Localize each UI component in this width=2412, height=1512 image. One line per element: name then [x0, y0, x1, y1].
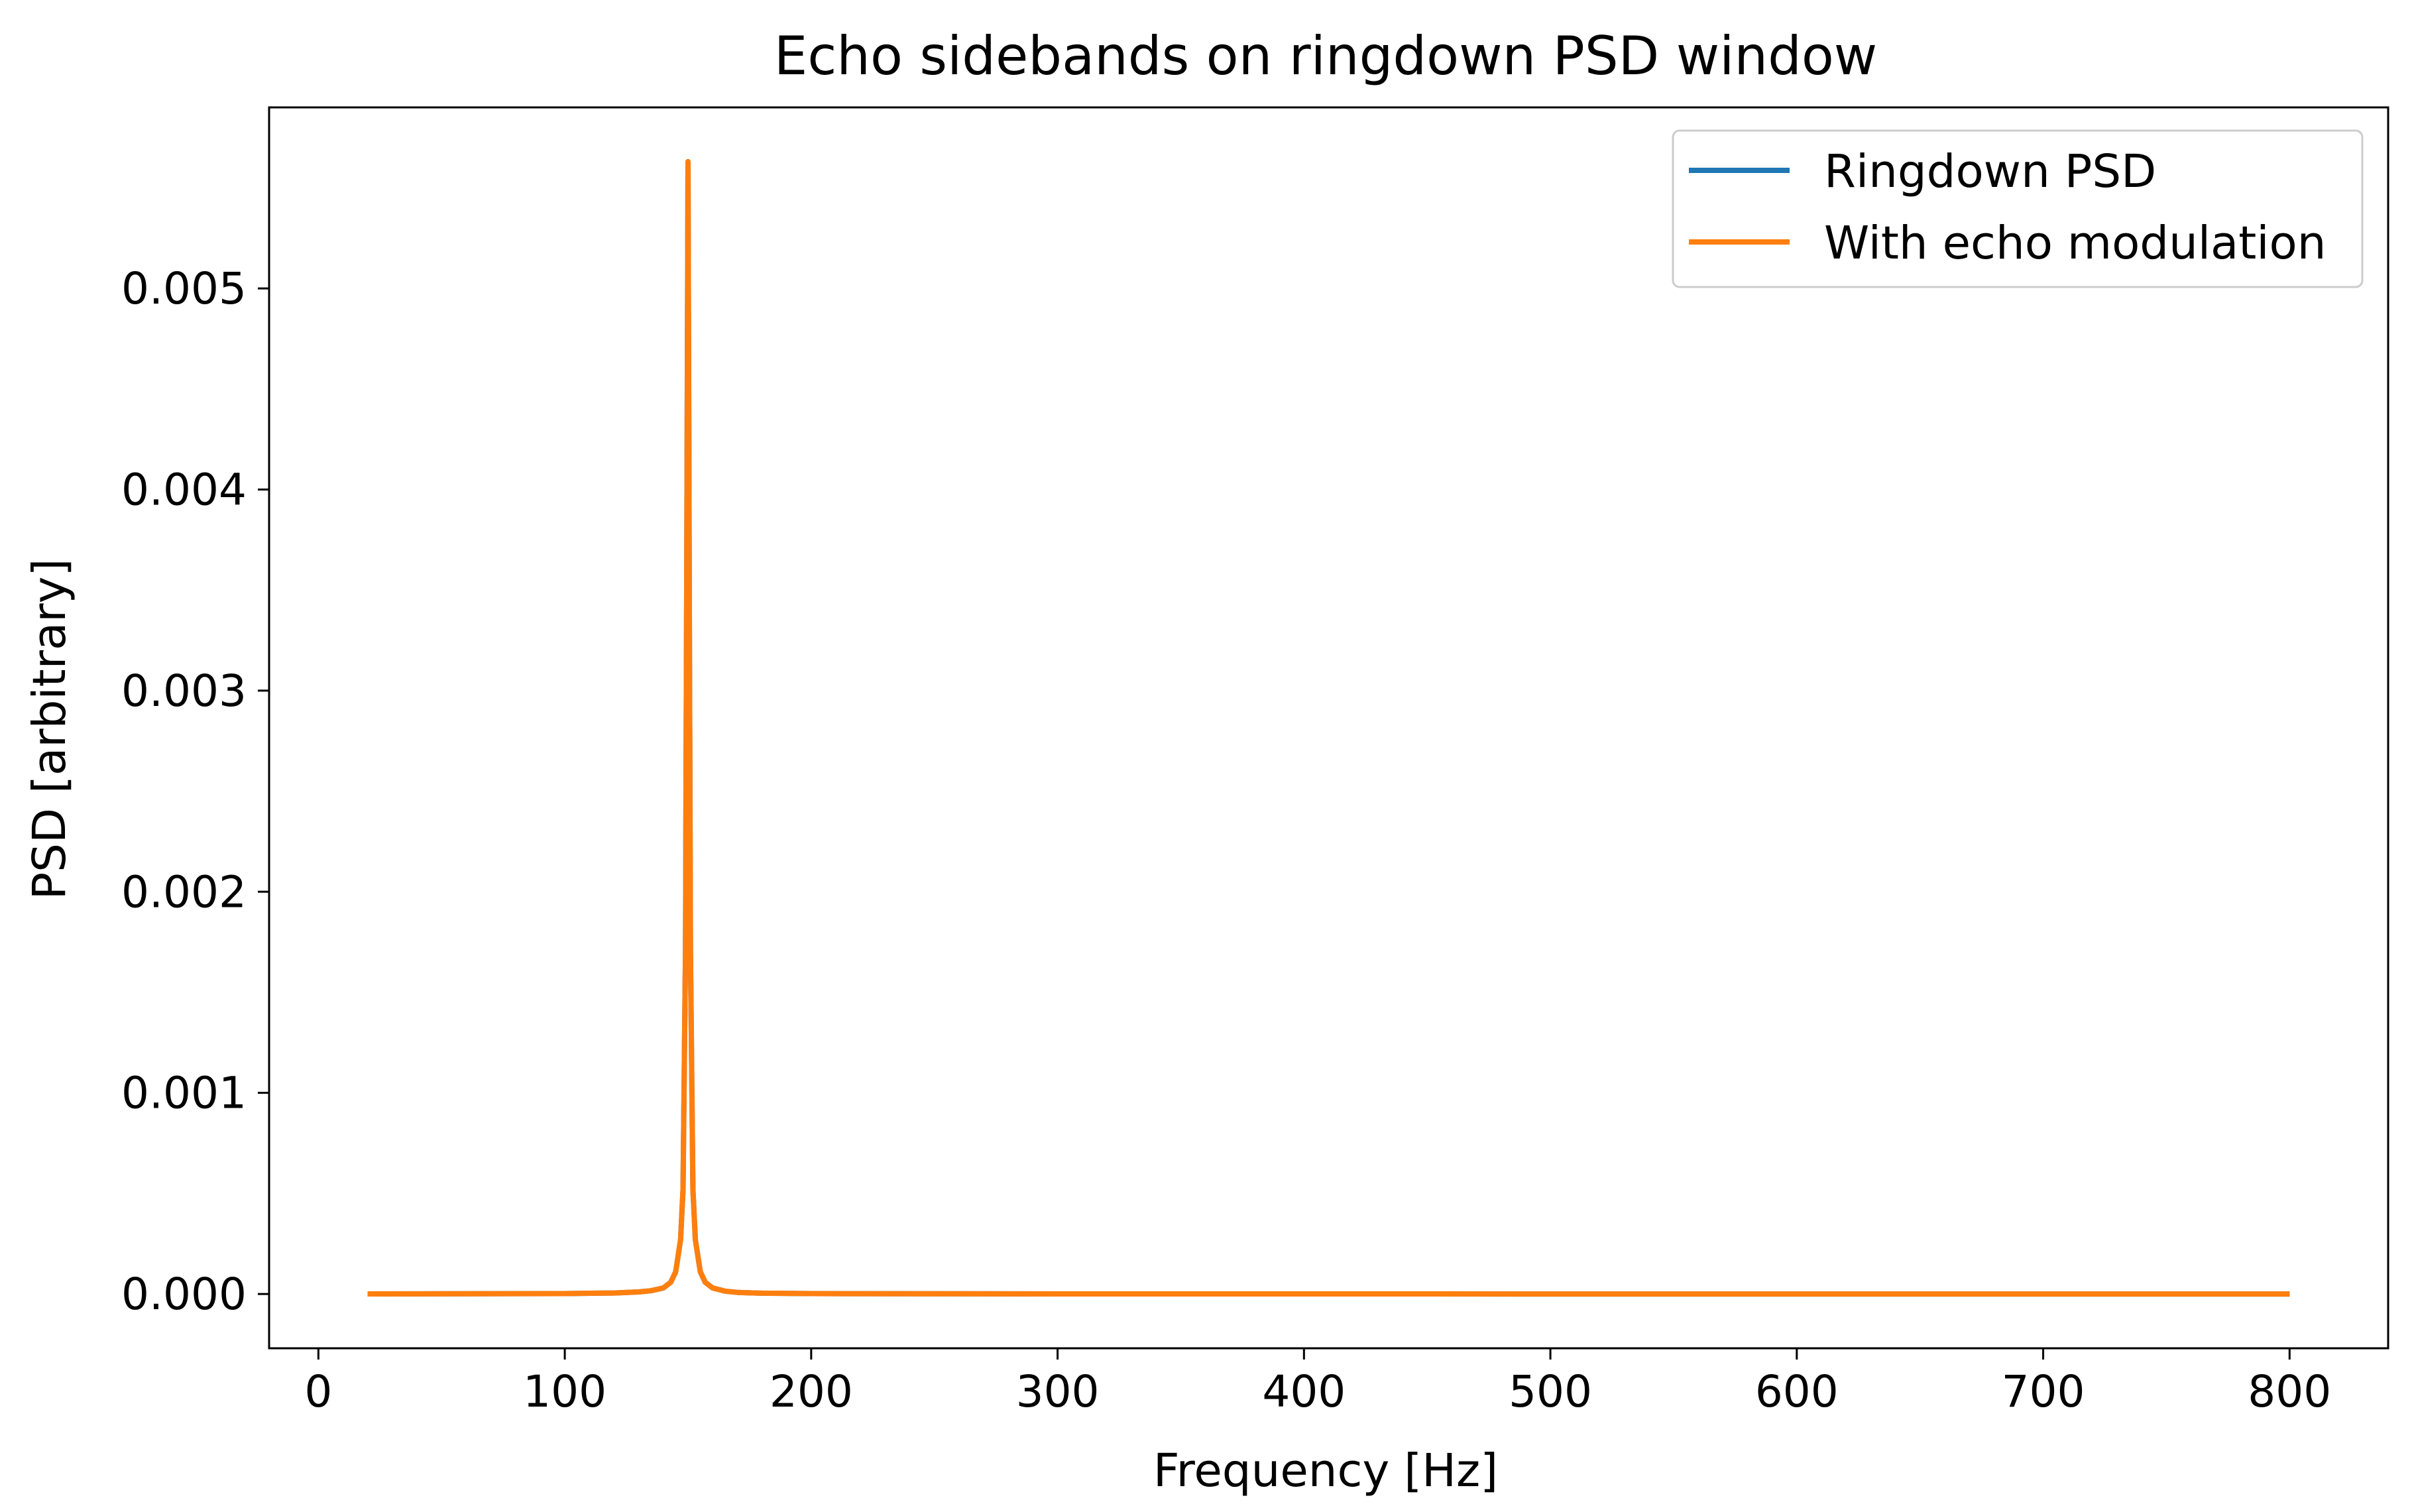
x-tick-label: 300: [1016, 1366, 1100, 1417]
y-axis-label: PSD [arbitrary]: [23, 559, 76, 900]
x-tick-label: 400: [1262, 1366, 1346, 1417]
x-axis-ticks: 0 100 200 300 400 500 600 700 800: [304, 1348, 2331, 1417]
x-tick-label: 0: [304, 1366, 332, 1417]
x-tick-label: 700: [2002, 1366, 2085, 1417]
y-tick-label: 0.004: [121, 464, 247, 515]
y-tick-label: 0.002: [121, 866, 247, 917]
x-tick-label: 200: [770, 1366, 853, 1417]
y-axis-ticks: 0.000 0.001 0.002 0.003 0.004 0.005: [121, 263, 269, 1320]
legend: Ringdown PSD With echo modulation: [1672, 129, 2364, 288]
x-tick-label: 800: [2248, 1366, 2331, 1417]
y-tick-label: 0.003: [121, 666, 247, 717]
x-tick-label: 100: [523, 1366, 606, 1417]
legend-label-ringdown-psd: Ringdown PSD: [1824, 145, 2156, 198]
series-line-with-echo-modulation: [367, 158, 2290, 1297]
series-layer: [367, 158, 2290, 1297]
x-tick-label: 600: [1755, 1366, 1839, 1417]
y-tick-label: 0.005: [121, 263, 247, 314]
y-tick-label: 0.001: [121, 1068, 247, 1119]
y-tick-label: 0.000: [121, 1269, 247, 1320]
plot-area: [269, 107, 2388, 1348]
chart-title: Echo sidebands on ringdown PSD window: [774, 25, 1877, 87]
legend-frame: [1672, 129, 2364, 288]
x-tick-label: 500: [1509, 1366, 1592, 1417]
plot-frame: [268, 106, 2389, 1350]
x-axis-label: Frequency [Hz]: [1153, 1444, 1498, 1497]
legend-label-with-echo-modulation: With echo modulation: [1824, 217, 2326, 270]
